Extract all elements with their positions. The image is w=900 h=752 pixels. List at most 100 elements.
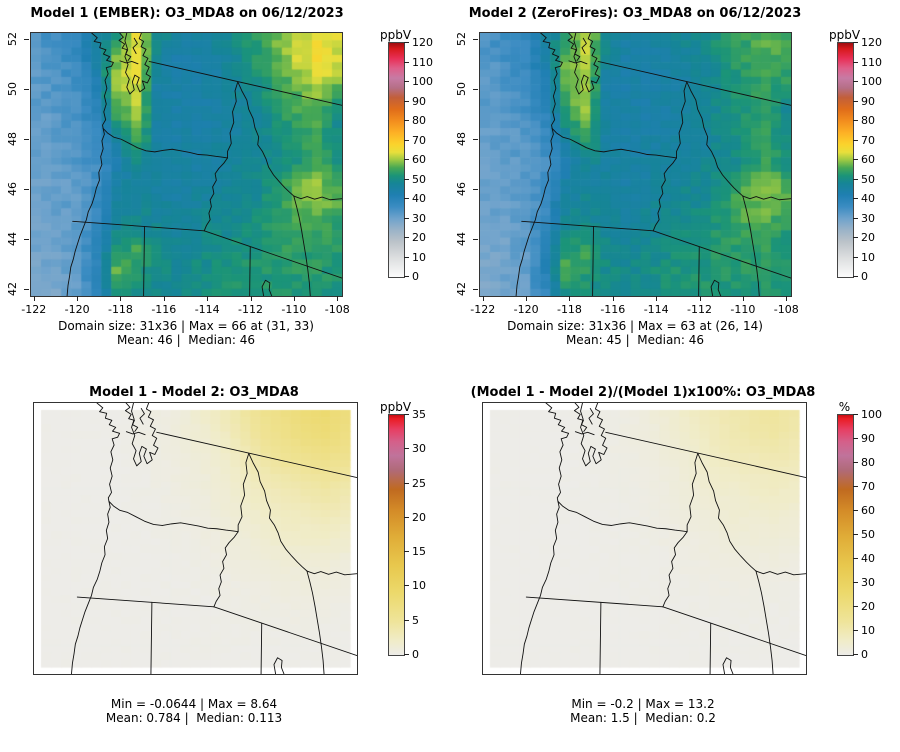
colorbar-tick-label: 15: [412, 545, 426, 559]
colorbar-tick-label: 120: [861, 36, 882, 49]
y-axis-tick-label: 44: [6, 232, 19, 247]
y-axis-tick-label: 42: [6, 282, 19, 297]
colorbar-tick-label: 20: [412, 231, 426, 244]
x-axis-tick-label: -108: [773, 303, 799, 316]
colorbar-tick-label: 60: [861, 504, 875, 517]
colorbar-tick-mark: [853, 414, 858, 415]
x-axis-tick-label: -112: [687, 303, 713, 316]
y-axis-tick-mark: [24, 89, 29, 91]
colorbar-tick-mark: [404, 42, 409, 43]
colorbar-tick-label: 110: [861, 55, 882, 69]
colorbar-tick-label: 70: [861, 480, 875, 493]
colorbar-tick-mark: [853, 81, 858, 82]
panel4-stats-line1: Min = -0.2 | Max = 13.2: [571, 697, 715, 711]
colorbar-tick-label: 20: [861, 231, 875, 244]
panel3-stats-line2: Mean: 0.784 | Median: 0.113: [105, 711, 283, 725]
x-axis-tick-label: -116: [600, 303, 626, 316]
colorbar-tick-label: 30: [861, 211, 875, 225]
colorbar-tick-mark: [404, 159, 409, 160]
y-axis-tick-label: 46: [6, 182, 19, 197]
colorbar-tick-label: 40: [412, 192, 426, 205]
colorbar-tick-label: 70: [412, 133, 426, 147]
x-axis-tick-mark: [786, 296, 788, 301]
colorbar-tick-mark: [404, 100, 409, 102]
colorbar-tick-label: 100: [861, 408, 882, 421]
panel1-title: Model 1 (EMBER): O3_MDA8 on 06/12/2023: [30, 6, 344, 21]
colorbar-tick-label: 50: [861, 528, 875, 541]
colorbar-tick-mark: [404, 198, 409, 199]
colorbar-tick-label: 30: [861, 576, 875, 589]
x-axis-tick-mark: [120, 296, 122, 301]
colorbar-tick-mark: [853, 558, 858, 559]
panel4-title: (Model 1 - Model 2)/(Model 1)x100%: O3_M…: [470, 385, 816, 400]
x-axis-tick-mark: [33, 296, 35, 301]
colorbar-tick-mark: [853, 630, 858, 631]
y-axis-tick-label: 46: [455, 182, 468, 197]
colorbar-tick-mark: [853, 217, 858, 219]
panel2-map-plot: [479, 32, 792, 297]
colorbar-2-unit-label: ppbV: [828, 28, 861, 42]
colorbar-tick-label: 5: [412, 613, 419, 627]
colorbar-tick-mark: [404, 482, 409, 484]
colorbar-tick-mark: [404, 139, 409, 141]
panel4-map-boundaries: [519, 403, 806, 674]
colorbar-tick-mark: [404, 516, 409, 518]
x-axis-tick-mark: [742, 296, 744, 301]
x-axis-tick-mark: [482, 296, 484, 301]
colorbar-tick-mark: [853, 100, 858, 102]
y-axis-tick-mark: [24, 39, 29, 41]
x-axis-tick-mark: [699, 296, 701, 301]
x-axis-tick-mark: [656, 296, 658, 301]
colorbar-tick-mark: [404, 551, 409, 553]
panel2-title: Model 2 (ZeroFires): O3_MDA8 on 06/12/20…: [468, 6, 802, 21]
colorbar-tick-label: 90: [412, 94, 426, 108]
x-axis-tick-label: -118: [107, 303, 133, 316]
panel1-stats-line2: Mean: 46 | Median: 46: [116, 333, 256, 347]
y-axis-tick-label: 50: [455, 82, 468, 97]
colorbar-tick-mark: [853, 438, 858, 439]
panel1-heatmap-canvas: [31, 33, 342, 296]
colorbar-tick-mark: [404, 237, 409, 238]
colorbar-tick-mark: [853, 510, 858, 511]
y-axis-tick-mark: [473, 239, 478, 241]
y-axis-tick-label: 44: [455, 232, 468, 247]
x-axis-tick-label: -118: [556, 303, 582, 316]
colorbar-tick-mark: [404, 61, 409, 63]
y-axis-tick-mark: [24, 189, 29, 191]
colorbar-tick-label: 30: [412, 442, 426, 456]
x-axis-tick-label: -122: [21, 303, 47, 316]
y-axis-tick-mark: [473, 89, 478, 91]
x-axis-tick-label: -108: [324, 303, 350, 316]
colorbar-tick-mark: [404, 217, 409, 219]
y-axis-tick-mark: [24, 289, 29, 291]
colorbar-tick-mark: [853, 42, 858, 43]
y-axis-tick-mark: [473, 289, 478, 291]
x-axis-tick-mark: [612, 296, 614, 301]
colorbar-tick-mark: [853, 178, 858, 180]
colorbar-1-unit-label: ppbV: [379, 28, 412, 42]
x-axis-tick-mark: [250, 296, 252, 301]
colorbar-tick-label: 10: [412, 579, 426, 593]
x-axis-tick-label: -116: [151, 303, 177, 316]
colorbar-tick-label: 40: [861, 192, 875, 205]
colorbar-tick-label: 0: [412, 270, 419, 283]
panel2-stats-line1: Domain size: 31x36 | Max = 63 at (26, 14…: [507, 319, 763, 333]
x-axis-tick-mark: [207, 296, 209, 301]
colorbar-3-unit-label: ppbV: [379, 400, 412, 414]
colorbar-tick-mark: [404, 448, 409, 450]
panel3-map-boundaries: [70, 403, 357, 674]
y-axis-tick-label: 50: [6, 82, 19, 97]
colorbar-tick-label: 50: [861, 172, 875, 186]
panel3-stats-line1: Min = -0.0644 | Max = 8.64: [110, 697, 278, 711]
panel3-title: Model 1 - Model 2: O3_MDA8: [89, 385, 299, 400]
colorbar-1: [388, 42, 405, 278]
colorbar-tick-mark: [404, 81, 409, 82]
colorbar-tick-mark: [853, 237, 858, 238]
x-axis-tick-label: -110: [730, 303, 756, 316]
colorbar-3: [388, 414, 405, 656]
panel2-map-boundaries: [514, 33, 791, 296]
colorbar-tick-mark: [853, 534, 858, 535]
panel2-stats-line2: Mean: 45 | Median: 46: [565, 333, 705, 347]
y-axis-tick-mark: [24, 139, 29, 141]
colorbar-tick-label: 80: [412, 114, 426, 127]
